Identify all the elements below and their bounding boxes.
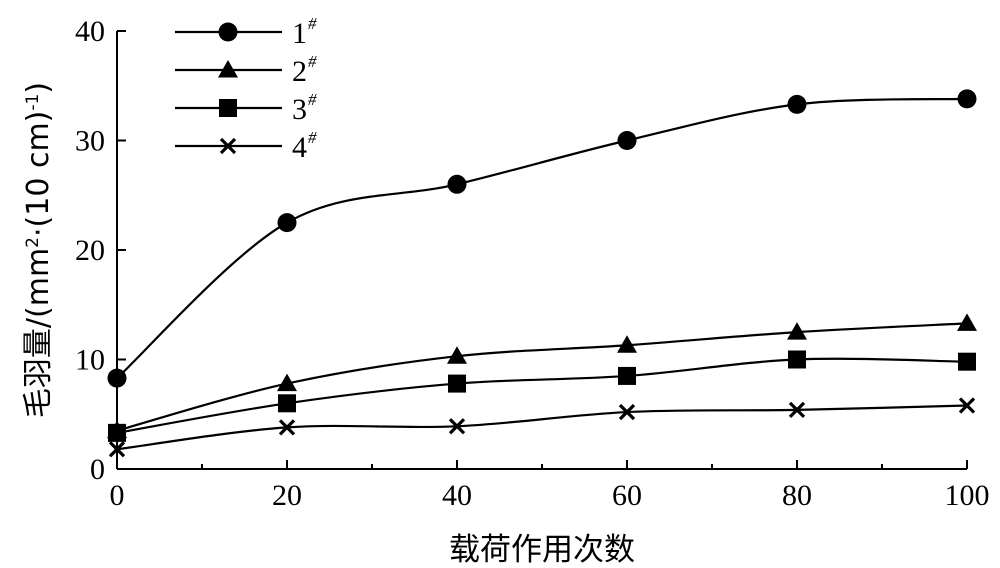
- marker-circle: [617, 131, 637, 150]
- marker-circle: [277, 213, 297, 233]
- x-tick-label: 40: [442, 479, 472, 512]
- series-line: [116, 357, 968, 434]
- series-3: [108, 350, 976, 442]
- marker-triangle: [617, 335, 637, 353]
- y-axis-label: 毛羽量/(mm2·(10 cm)-1): [21, 82, 56, 418]
- series-layer: [107, 89, 977, 458]
- marker-x: [219, 137, 237, 155]
- marker-circle: [447, 174, 467, 194]
- marker-circle: [218, 22, 238, 42]
- marker-triangle: [957, 313, 977, 331]
- marker-circle: [957, 89, 977, 109]
- axes: 0 10 20 30 40 0 20 40 60 80 100: [75, 15, 990, 512]
- series-line: [116, 404, 968, 451]
- y-tick-label: 10: [75, 344, 105, 377]
- marker-square: [278, 394, 296, 413]
- x-tick-label: 80: [782, 479, 812, 512]
- series-line: [116, 322, 968, 432]
- legend-entry-1: 1 #: [175, 14, 317, 50]
- legend-label-sup: #: [308, 14, 317, 33]
- series-4: [108, 397, 976, 458]
- marker-x: [448, 418, 466, 435]
- marker-x: [108, 441, 126, 458]
- marker-square: [108, 423, 126, 442]
- x-tick-label: 60: [612, 479, 642, 512]
- legend: 1 #2 #3 #4 #: [175, 14, 317, 164]
- series-1: [107, 89, 977, 388]
- legend-entry-2: 2 #: [175, 52, 317, 88]
- marker-square: [448, 374, 466, 393]
- x-axis-label: 载荷作用次数: [449, 532, 635, 568]
- x-tick-label: 0: [110, 479, 125, 512]
- legend-label-sup: #: [308, 128, 317, 147]
- marker-triangle: [277, 373, 297, 392]
- marker-square: [618, 366, 636, 385]
- legend-label-sup: #: [308, 90, 317, 109]
- y-tick-label: 30: [75, 125, 105, 158]
- x-tick-label: 100: [945, 479, 990, 512]
- y-tick-label: 0: [90, 453, 105, 486]
- marker-x: [278, 419, 296, 436]
- marker-square: [958, 352, 976, 371]
- marker-x: [618, 403, 636, 421]
- legend-label: 4: [292, 131, 307, 164]
- legend-entry-4: 4 #: [175, 128, 317, 164]
- legend-label: 2: [292, 55, 307, 88]
- marker-circle: [787, 94, 807, 114]
- marker-triangle: [787, 322, 807, 340]
- legend-entry-3: 3 #: [175, 90, 317, 126]
- y-tick-label: 40: [75, 15, 105, 48]
- legend-label-sup: #: [308, 52, 317, 71]
- y-tick-label: 20: [75, 234, 105, 267]
- marker-circle: [107, 368, 127, 388]
- series-2: [107, 313, 977, 439]
- legend-label: 3: [292, 93, 307, 126]
- marker-triangle: [447, 346, 467, 364]
- marker-square: [788, 350, 806, 369]
- series-line: [116, 97, 968, 379]
- x-tick-label: 20: [272, 479, 302, 512]
- marker-x: [788, 401, 806, 419]
- legend-label: 1: [292, 17, 307, 50]
- marker-x: [958, 397, 976, 414]
- marker-square: [219, 99, 237, 117]
- marker-triangle: [218, 60, 238, 78]
